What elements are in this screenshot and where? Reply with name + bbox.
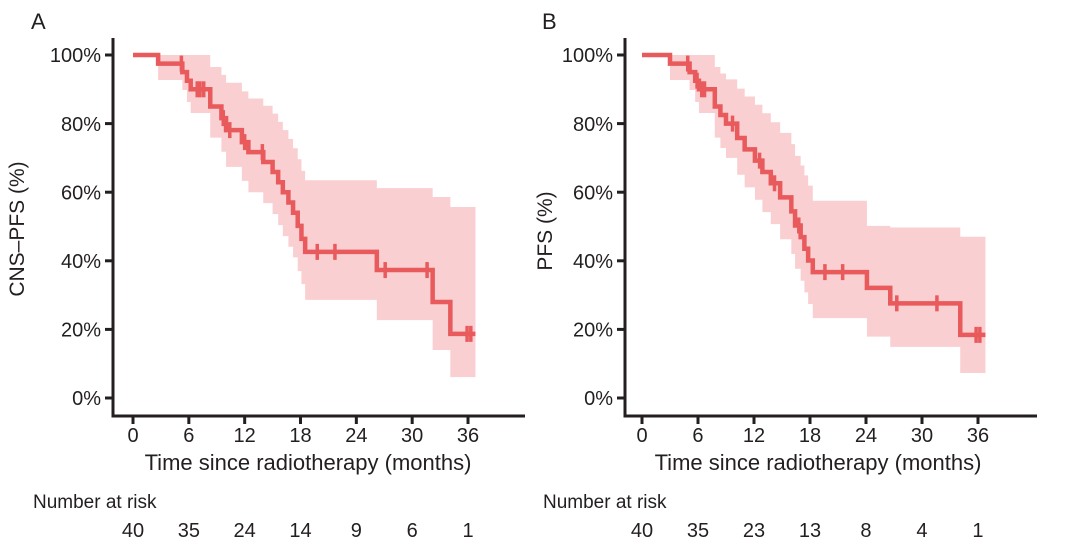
x-tick-label: 6 — [183, 425, 194, 447]
panel-a-y-axis-title: CNS–PFS (%) — [6, 161, 29, 297]
y-tick-label: 0% — [72, 388, 101, 410]
x-tick-label: 30 — [911, 425, 933, 447]
y-tick-label: 40% — [573, 251, 613, 273]
y-tick-label: 100% — [50, 45, 101, 67]
risk-count: 1 — [972, 520, 984, 542]
x-tick-label: 24 — [855, 425, 877, 447]
y-tick-label: 60% — [573, 182, 613, 204]
y-tick-label: 0% — [584, 388, 613, 410]
panel-b-number-at-risk-label: Number at risk — [543, 492, 667, 513]
km-curve — [642, 52, 986, 338]
risk-count: 24 — [233, 520, 256, 542]
risk-count: 9 — [350, 520, 362, 542]
y-tick-label: 80% — [573, 114, 613, 136]
y-tick-label: 80% — [61, 114, 101, 136]
x-tick-label: 6 — [692, 425, 703, 447]
y-tick-label: 100% — [562, 45, 613, 67]
confidence-band — [158, 55, 476, 378]
risk-count: 8 — [860, 520, 872, 542]
y-tick-label: 40% — [61, 251, 101, 273]
risk-count: 13 — [798, 520, 822, 542]
x-tick-label: 0 — [127, 425, 138, 447]
panel-a-label: A — [31, 9, 46, 34]
risk-count: 40 — [121, 520, 145, 542]
risk-count: 4 — [916, 520, 928, 542]
risk-count: 1 — [462, 520, 474, 542]
x-tick-label: 36 — [457, 425, 479, 447]
x-tick-label: 24 — [345, 425, 367, 447]
x-tick-label: 12 — [234, 425, 256, 447]
y-tick-label: 20% — [573, 320, 613, 342]
risk-count: 35 — [686, 520, 710, 542]
y-tick-label: 20% — [61, 320, 101, 342]
panel-b-y-axis-title: PFS (%) — [534, 191, 557, 271]
risk-count: 35 — [177, 520, 200, 542]
x-tick-label: 18 — [289, 425, 311, 447]
risk-count: 40 — [630, 520, 654, 542]
km-curve — [133, 52, 476, 337]
panel-b-plot: 100% 80% 60% 40% 20% 0% 0 6 12 18 24 30 36 — [562, 38, 1037, 447]
panel-b-label: B — [542, 9, 557, 34]
panel-a-x-axis-title: Time since radiotherapy (months) — [144, 450, 472, 475]
risk-count: 23 — [742, 520, 766, 542]
x-tick-label: 0 — [636, 425, 647, 447]
y-tick-label: 60% — [61, 182, 101, 204]
panel-b-x-axis-title: Time since radiotherapy (months) — [654, 450, 982, 475]
risk-count: 6 — [406, 520, 418, 542]
panel-a-plot: 100% 80% 60% 40% 20% 0% 0 6 12 18 24 30 36 — [50, 38, 525, 447]
panel-a-number-at-risk-label: Number at risk — [33, 492, 157, 513]
x-tick-label: 36 — [967, 425, 989, 447]
confidence-band — [669, 55, 986, 373]
x-tick-label: 12 — [743, 425, 765, 447]
x-tick-label: 30 — [401, 425, 423, 447]
x-tick-label: 18 — [799, 425, 821, 447]
risk-count: 14 — [289, 520, 312, 542]
